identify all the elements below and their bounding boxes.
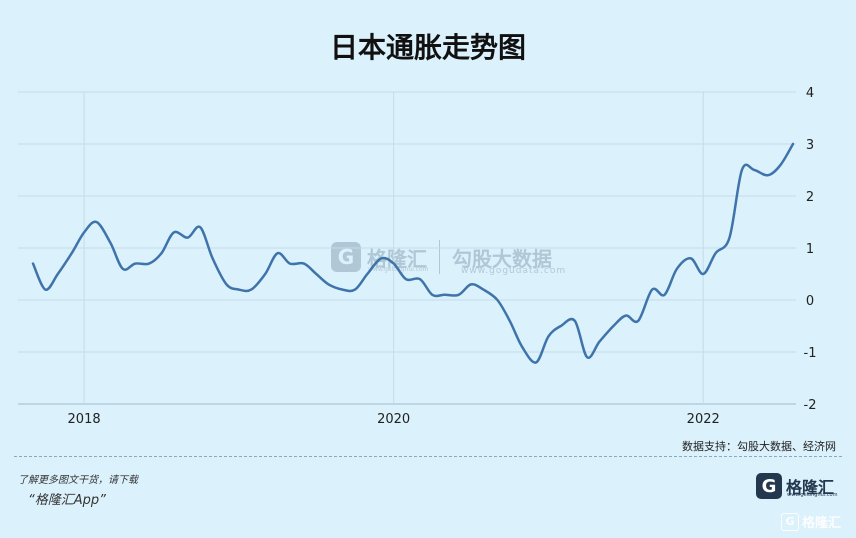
y-tick-label: 3 <box>806 138 814 153</box>
corner-watermark: G 格隆汇 <box>781 512 841 531</box>
watermark-data-url: www.gogudata.com <box>461 266 567 276</box>
inflation-series-line <box>31 142 795 364</box>
x-tick-label: 2022 <box>687 412 720 427</box>
footer-divider <box>14 456 842 457</box>
watermark-logo-icon: G <box>331 242 361 272</box>
brand-logo: G 格隆汇 www.gelonghui.com <box>756 471 838 501</box>
y-tick-label: 4 <box>806 86 814 101</box>
watermark: G 格隆汇 www.gelonghui.com 勾股大数据 www.goguda… <box>331 240 565 276</box>
y-tick-label: 0 <box>806 294 814 309</box>
watermark-data-name: 勾股大数据 <box>452 246 552 271</box>
brand-name: 格隆汇 <box>786 478 835 497</box>
x-tick-label: 2020 <box>377 412 410 427</box>
chart-title: 日本通胀走势图 <box>329 31 526 64</box>
y-tick-labels: 4 3 2 1 0 -1 -2 <box>804 86 817 413</box>
brand-url: www.gelonghui.com <box>787 492 838 498</box>
app-name-link[interactable]: “格隆汇App” <box>28 493 106 508</box>
series-lines <box>31 142 795 364</box>
y-tick-label: 2 <box>806 190 814 205</box>
corner-logo-icon: G <box>781 512 799 531</box>
x-tick-labels: 2018 2020 2022 <box>68 412 720 427</box>
y-tick-label: -2 <box>804 398 817 413</box>
data-source: 数据支持：勾股大数据、经济网 <box>682 440 836 453</box>
grid-lines <box>18 91 796 405</box>
corner-brand-name: 格隆汇 <box>802 516 842 531</box>
y-tick-label: -1 <box>804 346 817 361</box>
download-prompt: 了解更多图文干货，请下载 <box>18 475 138 486</box>
x-tick-label: 2018 <box>68 412 101 427</box>
y-tick-label: 1 <box>806 242 814 257</box>
watermark-separator <box>439 240 440 274</box>
brand-logo-icon: G <box>756 473 782 499</box>
